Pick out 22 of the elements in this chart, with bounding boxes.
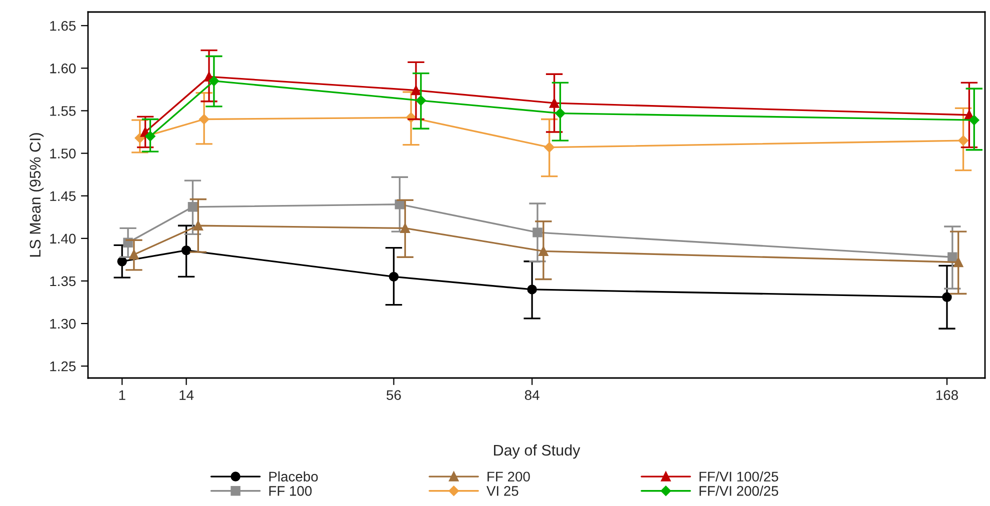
y-tick-label: 1.65 <box>50 20 76 31</box>
y-tick-label: 1.60 <box>50 64 76 74</box>
x-tick-label: 56 <box>386 390 401 400</box>
x-tick-label: 84 <box>524 390 540 400</box>
legend-label: FF/VI 100/25 <box>700 471 778 482</box>
legend-label: Placebo <box>269 471 318 482</box>
y-tick-label: 1.30 <box>50 318 76 329</box>
y-tick-label: 1.25 <box>50 361 76 372</box>
y-tick-label: 1.55 <box>50 106 76 116</box>
y-axis-title: LS Mean (95% CI) <box>29 133 44 257</box>
legend-label: FF 100 <box>269 486 312 496</box>
legend-label: FF/VI 200/25 <box>700 486 778 496</box>
x-axis-title: Day of Study <box>494 444 580 459</box>
y-tick-label: 1.45 <box>50 191 76 202</box>
x-tick-label: 14 <box>180 390 194 400</box>
x-tick-label: 168 <box>936 390 958 400</box>
legend-label: FF 200 <box>488 472 530 482</box>
y-tick-label: 1.50 <box>50 148 76 158</box>
x-tick-label: 1 <box>119 390 126 400</box>
legend-label: VI 25 <box>486 486 518 496</box>
y-tick-label: 1.35 <box>50 276 76 286</box>
y-tick-label: 1.40 <box>50 234 76 244</box>
